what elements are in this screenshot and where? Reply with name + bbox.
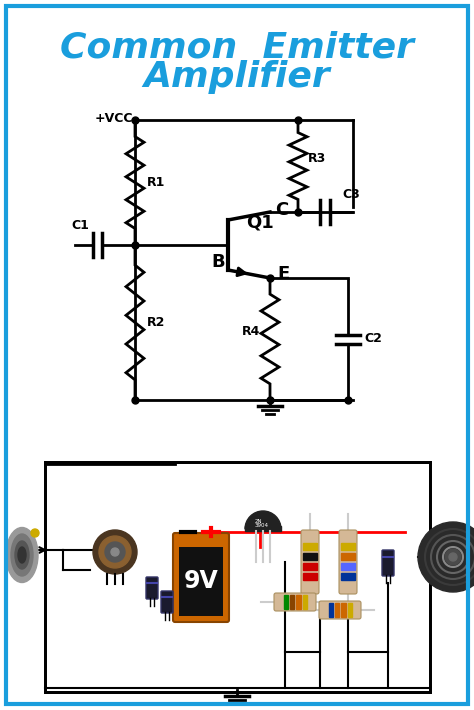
Bar — [303, 543, 317, 550]
Bar — [341, 543, 355, 550]
Text: R1: R1 — [147, 176, 165, 189]
Text: R2: R2 — [147, 316, 165, 329]
FancyBboxPatch shape — [161, 591, 173, 613]
Bar — [245, 526, 281, 531]
Ellipse shape — [18, 547, 26, 563]
Bar — [341, 553, 355, 560]
Bar — [341, 563, 355, 570]
Bar — [328, 603, 333, 617]
FancyBboxPatch shape — [382, 550, 394, 576]
Bar — [347, 603, 352, 617]
Bar — [283, 595, 288, 609]
Circle shape — [99, 536, 131, 568]
Bar — [341, 603, 346, 617]
Text: Common  Emitter: Common Emitter — [60, 30, 414, 64]
Text: B: B — [211, 253, 225, 271]
Bar — [179, 547, 223, 616]
Bar — [433, 549, 473, 565]
Text: R4: R4 — [242, 325, 260, 338]
Bar — [341, 573, 355, 580]
Bar — [290, 595, 294, 609]
Circle shape — [31, 529, 39, 537]
Text: 2N: 2N — [255, 519, 263, 524]
Text: C: C — [275, 201, 288, 219]
Circle shape — [445, 549, 461, 565]
Text: 9V: 9V — [183, 569, 219, 594]
Text: C2: C2 — [364, 332, 382, 346]
Ellipse shape — [6, 528, 38, 582]
Wedge shape — [245, 511, 281, 529]
Circle shape — [111, 548, 119, 556]
FancyBboxPatch shape — [274, 593, 316, 611]
Bar — [303, 553, 317, 560]
Text: Q1: Q1 — [246, 214, 274, 232]
Text: R3: R3 — [308, 152, 326, 165]
Ellipse shape — [15, 541, 29, 569]
Bar — [303, 573, 317, 580]
Ellipse shape — [11, 534, 33, 576]
Bar — [45, 462, 430, 692]
Text: C1: C1 — [71, 219, 89, 232]
Bar — [335, 603, 339, 617]
Circle shape — [93, 530, 137, 574]
Text: Amplifier: Amplifier — [144, 60, 330, 94]
Circle shape — [105, 542, 125, 562]
Text: +VCC: +VCC — [95, 112, 134, 126]
Bar — [296, 595, 301, 609]
FancyBboxPatch shape — [173, 533, 229, 622]
Text: 3904: 3904 — [255, 523, 269, 528]
FancyBboxPatch shape — [146, 577, 158, 599]
FancyBboxPatch shape — [319, 601, 361, 619]
Text: E: E — [277, 265, 289, 283]
FancyBboxPatch shape — [339, 530, 357, 594]
Circle shape — [418, 522, 474, 592]
FancyBboxPatch shape — [301, 530, 319, 594]
Bar — [302, 595, 307, 609]
Text: C3: C3 — [342, 188, 360, 201]
Bar — [303, 563, 317, 570]
Circle shape — [449, 553, 457, 561]
